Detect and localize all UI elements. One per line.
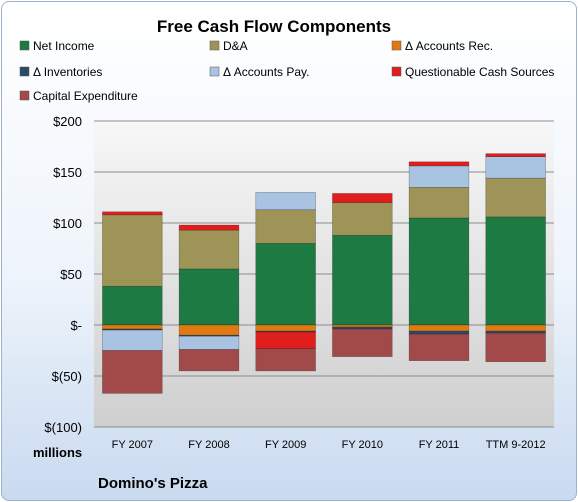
legend-label-danda: D&A [223,39,248,53]
x-tick-label: FY 2007 [112,439,153,451]
bar-accounts-pay [102,329,163,351]
bar-inventories [408,330,470,335]
bar-net-income [332,234,393,326]
y-tick-label: $50 [60,267,82,282]
legend-label-inventories: Δ Inventories [33,65,102,79]
bar-danda [485,177,546,218]
company-name: Domino's Pizza [98,475,208,492]
bar-accounts-rec [408,324,470,332]
legend: Net Income D&A Δ Accounts Rec. Δ Inventorie… [19,39,554,103]
legend-label-capital-expenditure: Capital Expenditure [33,89,138,103]
bar-inventories [102,328,163,331]
x-tick-label: FY 2008 [188,439,229,451]
gridlines [94,120,554,428]
legend-swatch-capital-expenditure [19,90,30,101]
bar-accounts-rec [102,324,163,330]
x-axis: FY 2007 FY 2008 FY 2009 FY 2010 FY 2011 TTM 9… [112,439,546,451]
legend-label-accounts-rec: Δ Accounts Rec. [405,39,493,53]
bar-accounts-rec [178,324,240,336]
legend-swatch-accounts-rec [391,40,402,51]
y-tick-label: $150 [53,165,82,180]
bar-net-income [255,243,316,326]
bar-accounts-pay [178,335,240,350]
bar-capital-expenditure [255,348,316,372]
bar-accounts-pay [255,192,316,211]
bar-questionable-cash-sources [332,193,393,203]
bar-questionable-cash-sources [102,211,163,216]
legend-swatch-questionable-cash-sources [391,66,402,77]
bar-danda [255,209,316,244]
bar-net-income [102,285,163,326]
bar-inventories [255,330,316,333]
legend-swatch-accounts-pay [209,66,220,77]
bar-danda [178,229,240,270]
bar-danda [102,214,163,287]
y-axis: $200 $150 $100 $50 $- $(50) $(100) [44,114,82,435]
bar-questionable-cash-sources [178,224,240,231]
y-tick-label: $200 [53,114,82,129]
bar-capital-expenditure [408,333,470,361]
x-tick-label: FY 2011 [419,439,460,451]
bar-net-income [485,216,546,326]
bar-accounts-rec [332,324,393,328]
bar-net-income [408,217,470,326]
bar-capital-expenditure [178,349,240,372]
y-tick-label: $- [70,318,82,333]
bar-capital-expenditure [332,328,393,357]
legend-label-net-income: Net Income [33,39,95,53]
y-tick-label: $(100) [44,420,82,435]
legend-swatch-danda [209,40,220,51]
bar-accounts-rec [255,324,316,332]
bar-questionable-cash-sources [408,161,470,167]
bar-net-income [178,268,240,326]
units-label: millions [33,445,82,460]
x-tick-label: FY 2010 [342,439,383,451]
legend-label-accounts-pay: Δ Accounts Pay. [223,65,310,79]
x-tick-label: TTM 9-2012 [486,439,546,451]
bar-accounts-rec [485,324,546,332]
chart-title: Free Cash Flow Components [157,17,391,36]
y-tick-label: $100 [53,216,82,231]
legend-swatch-inventories [19,66,30,77]
bars [102,153,546,394]
y-tick-label: $(50) [52,369,82,384]
legend-label-questionable-cash-sources: Questionable Cash Sources [405,65,554,79]
bar-questionable-cash-sources [255,331,316,349]
bar-inventories [485,330,546,334]
bar-danda [408,187,470,219]
bar-accounts-pay [485,156,546,179]
bar-danda [332,202,393,236]
legend-swatch-net-income [19,40,30,51]
bar-questionable-cash-sources [485,153,546,157]
bar-accounts-pay [408,165,470,188]
bar-inventories [332,326,393,330]
x-tick-label: FY 2009 [265,439,306,451]
bar-capital-expenditure [485,332,546,363]
bar-capital-expenditure [102,350,163,394]
